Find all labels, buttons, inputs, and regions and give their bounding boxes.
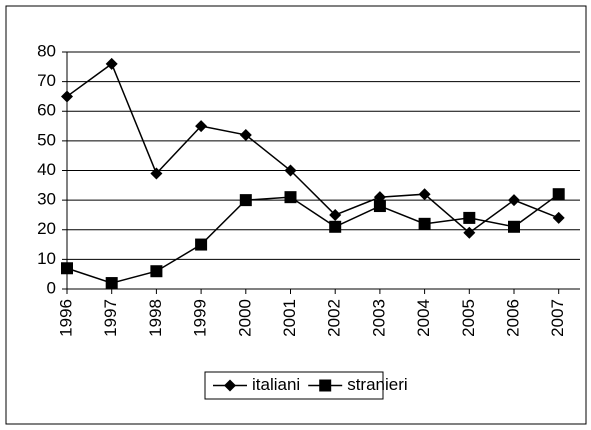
marker-diamond [105,57,118,70]
x-tick-label: 2001 [280,299,299,337]
marker-diamond [284,164,297,177]
y-tick-label: 30 [37,190,56,209]
marker-square [195,238,208,251]
x-tick-label: 2003 [369,299,388,337]
marker-square [61,262,73,275]
x-tick-label: 2000 [235,299,254,337]
marker-diamond [239,128,252,141]
marker-square [105,277,118,290]
x-tick-label: 2002 [325,299,344,337]
x-tick-label: 2007 [548,299,567,337]
marker-square [552,188,565,201]
marker-diamond [329,208,342,221]
x-tick-label: 2004 [414,299,433,337]
marker-diamond [61,90,73,103]
chart-border [5,5,587,425]
marker-square [239,194,252,207]
marker-square [418,217,431,230]
y-tick-label: 70 [37,71,56,90]
series-line [66,193,560,284]
y-tick-label: 20 [37,219,56,238]
marker-diamond [150,167,163,180]
legend-label: stranieri [347,375,407,394]
marker-diamond [418,188,431,201]
marker-square [150,265,163,278]
y-tick-label: 0 [47,278,56,297]
y-tick-label: 60 [37,101,56,120]
x-tick-label: 1999 [191,299,210,337]
y-tick-label: 40 [37,160,56,179]
marker-square [463,211,476,224]
marker-square [284,191,297,204]
marker-diamond [552,211,565,224]
x-tick-label: 1997 [101,299,120,337]
x-tick-label: 1998 [146,299,165,337]
marker-square [373,200,386,213]
marker-diamond [508,194,520,207]
marker-diamond [224,379,236,392]
marker-square [319,379,332,392]
marker-square [508,220,520,233]
y-tick-label: 80 [37,41,56,60]
series-line [66,62,559,234]
y-tick-label: 50 [37,130,56,149]
y-tick-label: 10 [37,249,56,268]
legend-label: italiani [252,375,300,394]
x-tick-label: 2006 [503,299,522,337]
x-tick-label: 2005 [459,299,478,337]
marker-diamond [463,226,476,239]
marker-square [329,220,342,233]
x-tick-label: 1996 [56,299,75,337]
marker-diamond [195,120,208,133]
